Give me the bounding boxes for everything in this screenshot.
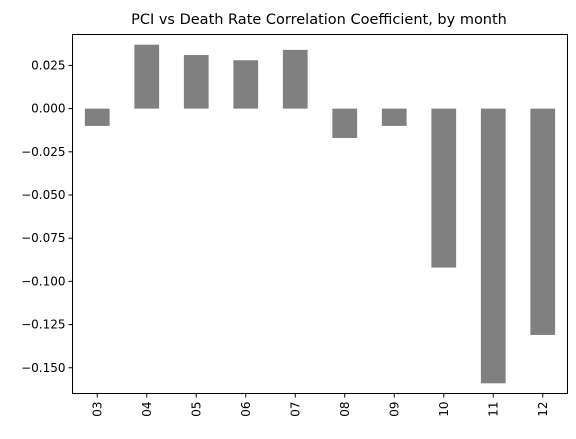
y-axis: 0.025 0.000 −0.025 −0.050 −0.075 −0.100 −0.125…: [21, 58, 73, 375]
x-tick-label: 08: [338, 402, 352, 417]
x-tick-label: 07: [288, 402, 302, 417]
x-tick-label: 11: [486, 402, 500, 417]
y-tick-label: −0.025: [21, 145, 65, 159]
bar-06: [233, 60, 259, 109]
y-tick-label: −0.125: [21, 318, 65, 332]
x-tick-label: 04: [140, 402, 154, 417]
y-tick-label: −0.075: [21, 231, 65, 245]
y-tick-label: 0.000: [31, 102, 65, 116]
bar-07: [282, 49, 308, 109]
chart-title: PCI vs Death Rate Correlation Coefficien…: [131, 12, 507, 28]
x-tick-label: 03: [90, 402, 104, 417]
bar-08: [332, 108, 358, 138]
bar-03: [84, 108, 110, 126]
bar-10: [431, 108, 457, 268]
bar-11: [480, 108, 506, 384]
x-tick-label: 09: [387, 402, 401, 417]
y-tick-label: 0.025: [31, 58, 65, 72]
plot-frame: [72, 34, 568, 394]
bar-12: [530, 108, 556, 335]
x-tick-label: 10: [437, 402, 451, 417]
x-axis: 03 04 05 06 07 08 09 10 11 12: [90, 393, 550, 417]
bars-group: [84, 44, 556, 384]
y-tick-label: −0.050: [21, 188, 65, 202]
bar-09: [381, 108, 407, 126]
y-tick-label: −0.100: [21, 274, 65, 288]
bar-04: [134, 44, 160, 109]
x-tick-label: 05: [189, 402, 203, 417]
y-tick-label: −0.150: [21, 361, 65, 375]
x-tick-label: 06: [239, 402, 253, 417]
x-tick-label: 12: [536, 402, 550, 417]
bar-05: [183, 55, 209, 109]
